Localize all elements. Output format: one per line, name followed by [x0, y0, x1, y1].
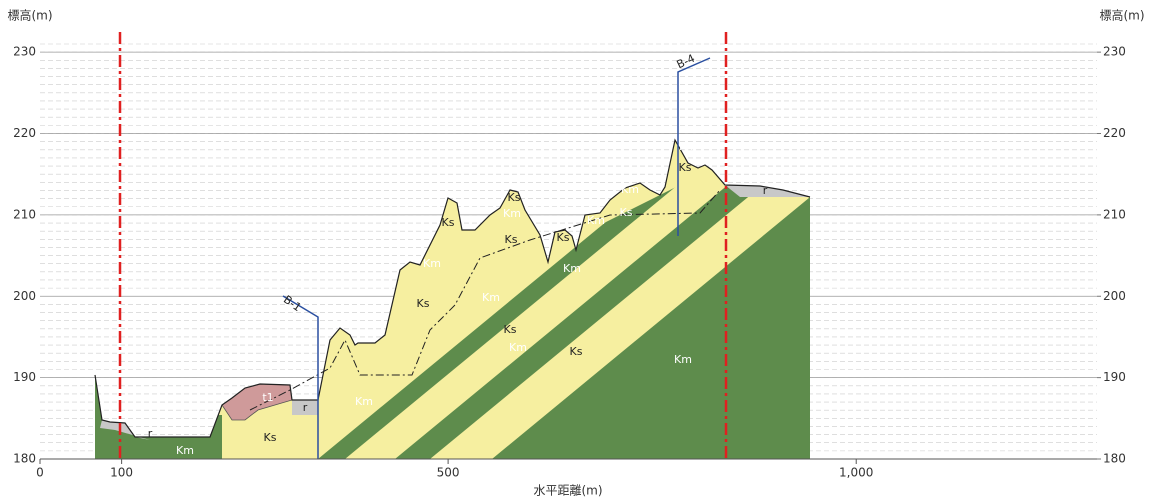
borehole-b1 — [282, 295, 319, 459]
r-layer — [292, 400, 318, 415]
x-tick-label: 0 — [36, 466, 44, 480]
ks-band — [345, 140, 810, 459]
layer-label: Ks — [679, 161, 692, 174]
layer-label: r — [148, 427, 153, 440]
layer-label: Km — [176, 444, 194, 457]
geology — [95, 140, 810, 459]
y2-tick-label: 200 — [1103, 289, 1126, 303]
layer-label: Km — [563, 262, 581, 275]
layer-label: Ks — [508, 191, 521, 204]
annotations: Km Ks r t1 r Km Km B-1 Ks Km Ks Km Ks Km… — [148, 52, 768, 457]
layer-label: Km — [509, 341, 527, 354]
x-tick-label: 100 — [110, 466, 133, 480]
layer-label: Km — [674, 353, 692, 366]
ground-line — [94, 138, 811, 438]
x-tick-label: 500 — [437, 466, 460, 480]
y-tick-label: 190 — [13, 370, 36, 384]
layer-label: Km — [503, 207, 521, 220]
boundary-line — [249, 189, 721, 411]
layer-label: t1 — [262, 391, 273, 404]
r-layer — [725, 185, 810, 197]
y2-tick-label: 210 — [1103, 207, 1126, 221]
y2-tick-label: 190 — [1103, 370, 1126, 384]
y-tick-label: 230 — [13, 45, 36, 59]
layer-label: Ks — [504, 323, 517, 336]
x-axis-title: 水平距離(m) — [533, 484, 602, 498]
layer-label: Ks — [557, 231, 570, 244]
layer-label: r — [303, 401, 308, 414]
layer-label: Km — [621, 183, 639, 196]
y-tick-label: 220 — [13, 126, 36, 140]
y2-tick-label: 220 — [1103, 126, 1126, 140]
layer-label: Ks — [417, 297, 430, 310]
layer-label: Ks — [505, 233, 518, 246]
layer-label: Ks — [442, 216, 455, 229]
layer-label: Km — [587, 214, 605, 227]
borehole-b4 — [677, 57, 711, 236]
layer-label: Km — [679, 140, 697, 153]
layer-label: Km — [482, 291, 500, 304]
layer-label: r — [763, 184, 768, 197]
layer-label: Ks — [264, 431, 277, 444]
y-tick-label: 210 — [13, 207, 36, 221]
layer-label: Km — [355, 395, 373, 408]
y-tick-label: 200 — [13, 289, 36, 303]
r-layer — [100, 420, 150, 440]
layer-label: Ks — [620, 206, 633, 219]
y2-tick-label: 230 — [1103, 45, 1126, 59]
x-tick-label: 1,000 — [839, 466, 873, 480]
y-tick-label: 180 — [13, 452, 36, 466]
y2-axis-title: 標高(m) — [1099, 9, 1144, 23]
borehole-label: B-4 — [675, 52, 697, 72]
layer-label: Ks — [570, 345, 583, 358]
layer-label: Km — [423, 257, 441, 270]
y-axis-title: 標高(m) — [7, 9, 52, 23]
layer-label: Km — [333, 316, 351, 329]
y2-tick-label: 180 — [1103, 452, 1126, 466]
